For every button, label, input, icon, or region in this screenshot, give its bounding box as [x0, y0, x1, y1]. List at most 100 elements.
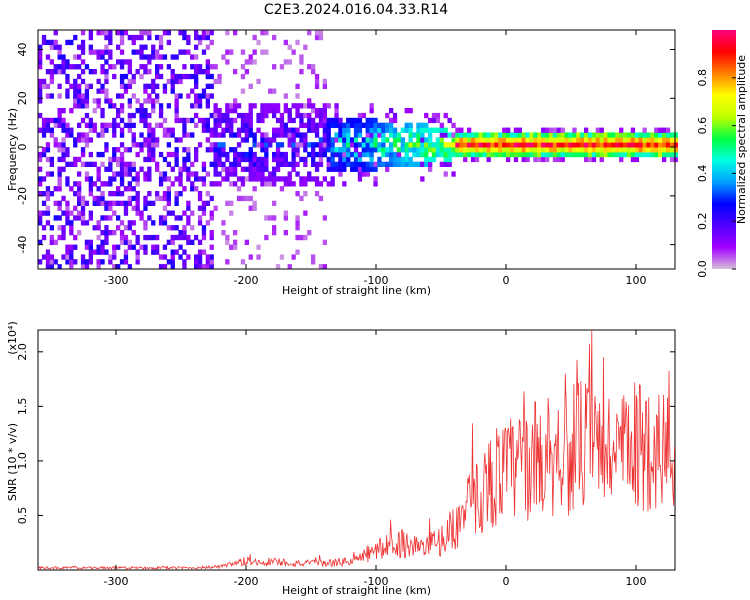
heatmap-cell: [279, 64, 285, 70]
heatmap-cell: [517, 147, 522, 153]
heatmap-cell: [178, 234, 183, 241]
heatmap-cell: [151, 234, 156, 241]
heatmap-cell: [38, 191, 43, 197]
heatmap-cell: [88, 122, 93, 128]
heatmap-cell: [53, 186, 58, 192]
y-tick-label: 0: [16, 144, 29, 151]
heatmap-cell: [178, 166, 183, 172]
heatmap-cell: [53, 44, 58, 50]
heatmap-cell: [580, 132, 585, 138]
heatmap-cell: [217, 181, 222, 187]
heatmap-cell: [420, 132, 425, 138]
heatmap-cell: [389, 117, 394, 124]
heatmap-cell: [326, 142, 331, 148]
heatmap-cell: [233, 108, 238, 114]
heatmap-cell: [357, 161, 363, 167]
heatmap-cell: [77, 64, 82, 70]
heatmap-cell: [45, 39, 51, 46]
heatmap-cell: [260, 176, 265, 182]
heatmap-cell: [65, 254, 70, 260]
heatmap-cell: [155, 122, 160, 128]
heatmap-cell: [197, 205, 203, 211]
heatmap-cell: [65, 244, 70, 250]
heatmap-cell: [53, 239, 58, 245]
heatmap-cell: [229, 103, 234, 109]
heatmap-cell: [139, 112, 144, 119]
heatmap-cell: [84, 239, 90, 245]
heatmap-cell: [240, 151, 246, 158]
heatmap-cell: [669, 156, 675, 163]
heatmap-cell: [545, 147, 550, 153]
heatmap-cell: [127, 83, 132, 89]
heatmap-cell: [396, 156, 402, 163]
heatmap-cell: [470, 142, 476, 148]
heatmap-cell: [533, 137, 538, 143]
heatmap-cell: [330, 181, 335, 187]
heatmap-cell: [295, 112, 300, 119]
heatmap-cell: [143, 205, 148, 211]
heatmap-cell: [240, 88, 246, 94]
heatmap-cell: [498, 132, 503, 138]
heatmap-cell: [392, 142, 398, 148]
heatmap-cell: [209, 215, 214, 221]
heatmap-cell: [84, 112, 90, 119]
heatmap-cell: [314, 122, 320, 128]
heatmap-cell: [49, 191, 54, 197]
heatmap-cell: [38, 112, 43, 119]
heatmap-cell: [197, 239, 203, 245]
heatmap-cell: [291, 117, 296, 124]
heatmap-cell: [182, 225, 187, 231]
heatmap-cell: [568, 142, 573, 148]
heatmap-cell: [38, 88, 43, 94]
heatmap-cell: [100, 54, 105, 60]
heatmap-cell: [595, 151, 600, 158]
heatmap-cell: [96, 78, 101, 85]
heatmap-x-axis-label: Height of straight line (km): [282, 284, 431, 297]
heatmap-cell: [162, 215, 168, 221]
heatmap-cell: [377, 132, 382, 138]
heatmap-cell: [135, 151, 140, 158]
heatmap-cell: [119, 30, 125, 36]
heatmap-cell: [174, 195, 179, 202]
heatmap-cell: [127, 34, 132, 41]
heatmap-cell: [143, 44, 148, 50]
heatmap-cell: [73, 244, 78, 250]
heatmap-cell: [291, 161, 296, 167]
heatmap-cell: [240, 122, 246, 128]
heatmap-cell: [170, 54, 175, 60]
heatmap-cell: [112, 122, 117, 128]
heatmap-cell: [65, 259, 70, 265]
heatmap-cell: [248, 195, 253, 202]
heatmap-cell: [662, 132, 667, 138]
heatmap-cell: [151, 156, 156, 163]
heatmap-cell: [626, 147, 632, 153]
heatmap-cell: [170, 166, 175, 172]
heatmap-cell: [369, 156, 374, 163]
heatmap-cell: [357, 127, 363, 133]
heatmap-cell: [127, 127, 132, 133]
heatmap-cell: [96, 30, 101, 36]
heatmap-cell: [322, 147, 327, 153]
heatmap-cell: [158, 264, 164, 270]
heatmap-cell: [470, 151, 476, 158]
heatmap-cell: [381, 137, 386, 143]
heatmap-cell: [474, 156, 480, 163]
heatmap-cell: [346, 151, 351, 158]
heatmap-cell: [365, 142, 370, 148]
heatmap-cell: [272, 132, 277, 138]
heatmap-cell: [77, 191, 82, 197]
heatmap-cell: [100, 230, 105, 236]
heatmap-cell: [299, 54, 304, 60]
heatmap-cell: [166, 78, 171, 85]
heatmap-cell: [560, 147, 565, 153]
heatmap-cell: [100, 161, 105, 167]
heatmap-cell: [123, 166, 129, 172]
heatmap-cell: [69, 210, 74, 216]
heatmap-cell: [607, 142, 612, 148]
heatmap-cell: [61, 151, 66, 158]
heatmap-cell: [311, 108, 316, 114]
heatmap-cell: [166, 127, 171, 133]
heatmap-cell: [307, 64, 312, 70]
heatmap-cell: [65, 181, 70, 187]
heatmap-cell: [365, 171, 370, 177]
